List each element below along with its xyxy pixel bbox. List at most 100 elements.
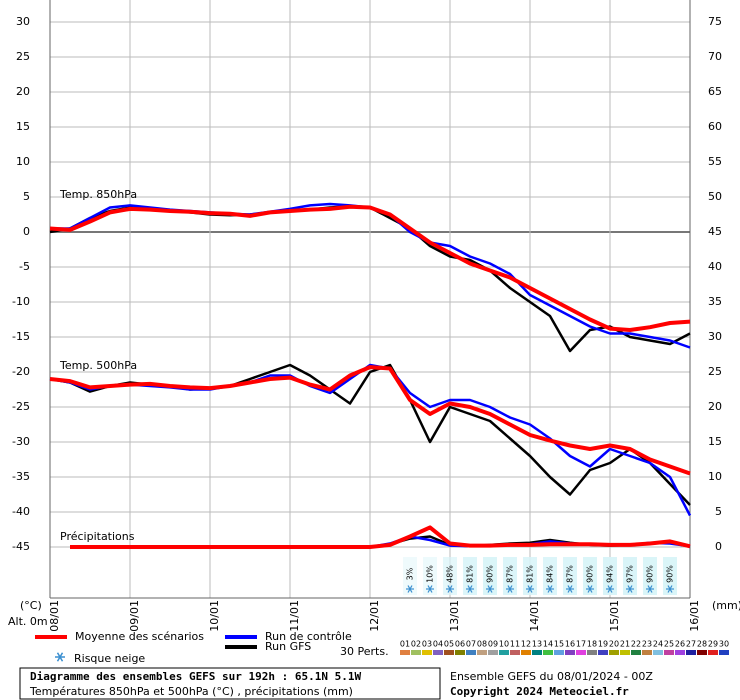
snow-risk-label: 10%: [426, 565, 435, 583]
snow-risk-box: [503, 557, 517, 595]
legend-label: Moyenne des scénarios: [75, 630, 204, 643]
snow-legend-label: Risque neige: [74, 652, 145, 665]
y2-label: (mm): [712, 599, 740, 612]
y2-tick-label: 20: [708, 400, 722, 413]
snow-icon: [606, 585, 614, 593]
snow-icon: [486, 585, 494, 593]
y-tick-label: -40: [12, 505, 30, 518]
panel-label: Temp. 850hPa: [59, 188, 137, 201]
x-tick-label: 08/01: [48, 600, 61, 632]
perturbation-name: 05: [444, 640, 454, 649]
perturbation-swatch: [521, 650, 531, 655]
perturbation-name: 17: [576, 640, 586, 649]
perturbation-swatch: [543, 650, 553, 655]
y2-tick-label: 70: [708, 50, 722, 63]
perturbation-name: 02: [411, 640, 421, 649]
perturbation-name: 03: [422, 640, 432, 649]
perturbation-swatch: [708, 650, 718, 655]
perturbation-name: 04: [433, 640, 443, 649]
y-tick-label: 5: [23, 190, 30, 203]
snow-risk-label: 97%: [626, 565, 635, 583]
snow-icon: [666, 585, 674, 593]
x-tick-label: 09/01: [128, 600, 141, 632]
perturbation-name: 30: [719, 640, 729, 649]
perturbation-swatch: [697, 650, 707, 655]
perturbation-name: 25: [664, 640, 674, 649]
snow-icon-stroke: [567, 585, 573, 593]
perturbation-name: 23: [642, 640, 652, 649]
snow-icon: [626, 585, 634, 593]
snow-risk-label: 84%: [546, 565, 555, 583]
y2-tick-label: 15: [708, 435, 722, 448]
perturbation-name: 13: [532, 640, 542, 649]
copyright: Copyright 2024 Meteociel.fr: [450, 685, 629, 698]
perturbation-swatch: [642, 650, 652, 655]
y-tick-label: 0: [23, 225, 30, 238]
perturbation-name: 29: [708, 640, 718, 649]
snow-risk-box: [483, 557, 497, 595]
perturbation-name: 08: [477, 640, 487, 649]
y-tick-label: 10: [16, 155, 30, 168]
perturbation-swatch: [587, 650, 597, 655]
snow-risk-box: [423, 557, 437, 595]
snow-risk-label: 90%: [666, 565, 675, 583]
perturbation-swatch: [499, 650, 509, 655]
perturbation-swatch: [719, 650, 729, 655]
snow-risk-box: [543, 557, 557, 595]
series-line: [49, 204, 691, 332]
chart-subtitle: Températures 850hPa et 500hPa (°C) , pré…: [29, 685, 353, 698]
perturbation-swatch: [664, 650, 674, 655]
y-tick-label: -45: [12, 540, 30, 553]
snow-risk-label: 87%: [566, 565, 575, 583]
y2-tick-label: 55: [708, 155, 722, 168]
y-tick-label: 15: [16, 120, 30, 133]
y-tick-label: 30: [16, 15, 30, 28]
y2-tick-label: 10: [708, 470, 722, 483]
y2-tick-label: 40: [708, 260, 722, 273]
perturbation-swatch: [455, 650, 465, 655]
x-tick-label: 16/01: [688, 600, 701, 632]
snow-risk-box: [623, 557, 637, 595]
y-tick-label: -5: [19, 260, 30, 273]
x-tick-label: 13/01: [448, 600, 461, 632]
snow-icon: [446, 585, 454, 593]
snow-risk-label: 87%: [506, 565, 515, 583]
series-line: [49, 365, 691, 476]
perturbation-swatch: [598, 650, 608, 655]
y2-tick-label: 65: [708, 85, 722, 98]
perturbations-label: 30 Perts.: [340, 645, 389, 658]
perturbation-swatch: [532, 650, 542, 655]
snow-risk-box: [563, 557, 577, 595]
perturbation-swatch: [631, 650, 641, 655]
x-tick-label: 11/01: [288, 600, 301, 632]
perturbation-name: 24: [653, 640, 663, 649]
y-tick-label: -15: [12, 330, 30, 343]
snow-risk-box: [603, 557, 617, 595]
y-tick-label: -10: [12, 295, 30, 308]
snow-icon-stroke: [447, 585, 453, 593]
snow-icon-stroke: [607, 585, 613, 593]
perturbation-swatch: [466, 650, 476, 655]
snow-risk-label: 81%: [526, 565, 535, 583]
panel-label: Temp. 500hPa: [59, 359, 137, 372]
x-tick-label: 15/01: [608, 600, 621, 632]
snow-icon: [406, 585, 414, 593]
perturbation-swatch: [477, 650, 487, 655]
x-tick-label: 10/01: [208, 600, 221, 632]
perturbation-name: 01: [400, 640, 410, 649]
title-box: [19, 667, 441, 700]
y-tick-label: 25: [16, 50, 30, 63]
perturbation-name: 22: [631, 640, 641, 649]
perturbation-swatch: [488, 650, 498, 655]
perturbation-name: 26: [675, 640, 685, 649]
altitude: Alt. 0m: [8, 615, 48, 628]
perturbation-name: 28: [697, 640, 707, 649]
y2-tick-label: 5: [715, 505, 722, 518]
perturbation-swatch: [609, 650, 619, 655]
snow-icon: [586, 585, 594, 593]
snow-risk-label: 90%: [486, 565, 495, 583]
snow-risk-box: [583, 557, 597, 595]
perturbation-name: 27: [686, 640, 696, 649]
snow-icon-stroke: [547, 585, 553, 593]
